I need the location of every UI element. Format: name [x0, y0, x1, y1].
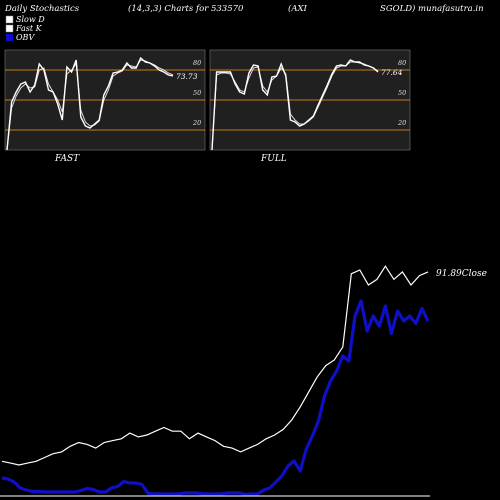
close-price-line: [1, 265, 429, 466]
fast-ytick-50: 50: [193, 89, 201, 97]
full-ytick-50: 50: [398, 89, 406, 97]
legend-slow-d-label: Slow D: [16, 15, 45, 24]
full-ytick-80: 80: [398, 59, 406, 67]
header-center2: (AXI: [288, 3, 308, 14]
legend-fast-k-label: Fast K: [15, 24, 43, 33]
legend-fast-k-swatch: [5, 24, 14, 33]
fast-ytick-20: 20: [192, 119, 201, 127]
legend-obv-swatch: [6, 34, 13, 41]
full-full-k-line: [211, 59, 379, 151]
full-panel-title: FULL: [260, 154, 287, 164]
fast-last-value-label: 73.73: [176, 72, 198, 81]
full-full-d-line: [211, 61, 379, 151]
header-center: (14,3,3) Charts for 533570: [128, 3, 244, 14]
legend-slow-d-swatch: [5, 15, 14, 24]
fast-panel-title: FAST: [54, 154, 80, 164]
fast-ytick-80: 80: [193, 59, 201, 67]
obv-line: [1, 299, 430, 497]
full-ytick-20: 20: [397, 119, 406, 127]
full-last-value-label: 77.64: [381, 68, 403, 77]
fast-stochastic-panel: 20 50 80 73.73: [4, 49, 206, 151]
fast-slow-d-line: [6, 59, 174, 151]
header-right: SGOLD) munafasutra.in: [380, 3, 484, 14]
price-obv-panel: 91.89Close: [1, 265, 487, 497]
header-left: Daily Stochastics: [4, 4, 80, 14]
close-last-value-label: 91.89Close: [436, 269, 487, 279]
legend-obv-label: OBV: [16, 33, 35, 42]
fast-fast-k-line: [6, 56, 174, 151]
